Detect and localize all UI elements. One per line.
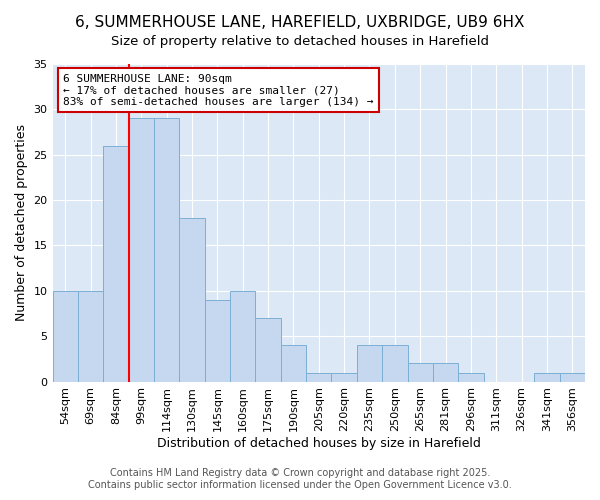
Y-axis label: Number of detached properties: Number of detached properties <box>15 124 28 322</box>
Bar <box>433 364 458 382</box>
Bar <box>281 346 306 382</box>
Bar <box>103 146 128 382</box>
Bar <box>230 291 256 382</box>
Text: Size of property relative to detached houses in Harefield: Size of property relative to detached ho… <box>111 35 489 48</box>
Bar <box>534 372 560 382</box>
Bar <box>154 118 179 382</box>
Bar <box>357 346 382 382</box>
Bar <box>256 318 281 382</box>
Bar <box>128 118 154 382</box>
Bar <box>407 364 433 382</box>
Bar <box>53 291 78 382</box>
Bar <box>179 218 205 382</box>
Bar <box>382 346 407 382</box>
Bar <box>458 372 484 382</box>
Bar <box>331 372 357 382</box>
Text: 6, SUMMERHOUSE LANE, HAREFIELD, UXBRIDGE, UB9 6HX: 6, SUMMERHOUSE LANE, HAREFIELD, UXBRIDGE… <box>75 15 525 30</box>
Text: 6 SUMMERHOUSE LANE: 90sqm
← 17% of detached houses are smaller (27)
83% of semi-: 6 SUMMERHOUSE LANE: 90sqm ← 17% of detac… <box>63 74 374 106</box>
Bar <box>205 300 230 382</box>
X-axis label: Distribution of detached houses by size in Harefield: Distribution of detached houses by size … <box>157 437 481 450</box>
Text: Contains HM Land Registry data © Crown copyright and database right 2025.
Contai: Contains HM Land Registry data © Crown c… <box>88 468 512 490</box>
Bar <box>78 291 103 382</box>
Bar <box>306 372 331 382</box>
Bar <box>560 372 585 382</box>
